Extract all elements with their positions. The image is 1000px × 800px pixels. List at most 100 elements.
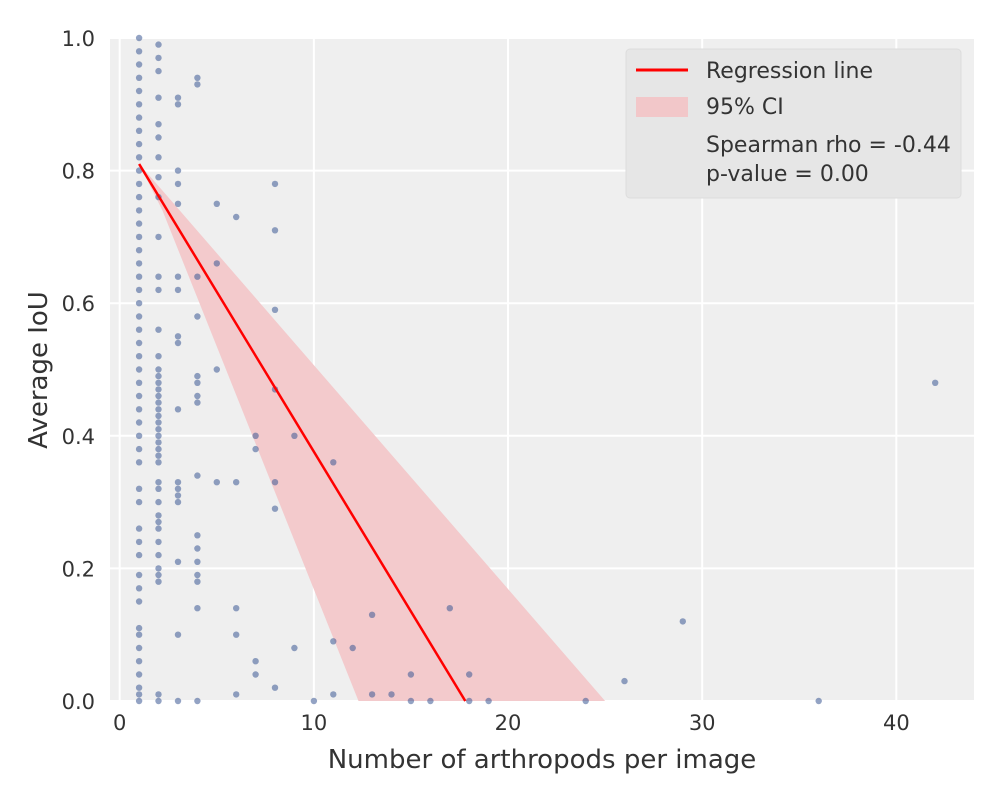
- data-point: [466, 697, 473, 705]
- data-point: [155, 54, 162, 62]
- data-point: [135, 459, 143, 466]
- data-point: [155, 174, 162, 181]
- data-point: [174, 286, 182, 294]
- data-point: [155, 551, 162, 559]
- confidence-band-layer: [139, 164, 606, 701]
- data-point: [291, 644, 298, 652]
- data-point: [155, 233, 162, 241]
- data-point: [135, 233, 143, 241]
- data-point: [174, 167, 182, 174]
- data-point: [174, 94, 182, 101]
- data-point: [155, 538, 162, 546]
- data-point: [155, 439, 162, 446]
- data-point: [135, 379, 143, 386]
- data-point: [233, 605, 240, 612]
- data-point: [135, 207, 143, 214]
- data-point: [135, 74, 143, 82]
- data-point: [135, 485, 143, 492]
- data-point: [330, 459, 337, 466]
- data-point: [135, 114, 143, 121]
- data-point: [135, 691, 143, 698]
- data-point: [135, 498, 143, 506]
- data-point: [135, 273, 143, 280]
- data-point: [135, 300, 143, 307]
- data-point: [271, 505, 279, 512]
- data-point: [213, 479, 220, 486]
- data-point: [213, 366, 220, 373]
- data-point: [135, 644, 143, 652]
- legend-label-regression: Regression line: [706, 59, 873, 84]
- data-point: [446, 605, 453, 612]
- data-point: [155, 479, 162, 486]
- data-point: [485, 697, 492, 705]
- data-point: [174, 558, 182, 565]
- data-point: [135, 353, 143, 360]
- legend-label-ci: 95% CI: [706, 95, 784, 120]
- data-point: [155, 691, 162, 698]
- data-point: [174, 697, 182, 705]
- data-point: [155, 134, 162, 141]
- data-point: [155, 412, 162, 420]
- data-point: [135, 326, 143, 333]
- data-point: [135, 392, 143, 400]
- data-point: [194, 558, 201, 565]
- data-point: [174, 180, 182, 188]
- data-point: [271, 306, 279, 313]
- data-point: [155, 399, 162, 406]
- data-point: [135, 432, 143, 439]
- data-point: [135, 167, 143, 174]
- data-point: [174, 479, 182, 486]
- x-tick-label: 10: [300, 711, 327, 735]
- data-point: [155, 565, 162, 572]
- y-tick-label: 0.4: [62, 425, 95, 449]
- data-point: [174, 485, 182, 492]
- data-point: [135, 61, 143, 68]
- data-point: [621, 677, 628, 685]
- regression-line: [138, 163, 467, 702]
- data-point: [233, 631, 240, 638]
- data-point: [427, 697, 434, 705]
- data-point: [213, 200, 220, 207]
- data-point: [194, 605, 201, 612]
- y-tick-label: 1.0: [62, 27, 95, 51]
- data-point: [135, 538, 143, 546]
- y-tick-labels: 0.0 0.2 0.4 0.6 0.8 1.0: [62, 27, 95, 714]
- x-tick-labels: 0 10 20 30 40: [113, 711, 910, 735]
- data-point: [174, 101, 182, 108]
- data-point: [135, 34, 143, 42]
- data-point: [155, 571, 162, 579]
- legend-label-pvalue: p-value = 0.00: [706, 162, 869, 187]
- data-point: [252, 445, 259, 453]
- x-tick-label: 30: [689, 711, 716, 735]
- data-point: [330, 691, 337, 698]
- data-point: [174, 339, 182, 347]
- x-tick-label: 0: [113, 711, 126, 735]
- data-point: [252, 432, 259, 439]
- data-point: [155, 406, 162, 413]
- data-point: [155, 518, 162, 526]
- data-point: [135, 180, 143, 188]
- data-point: [155, 121, 162, 128]
- legend-ci-swatch: [636, 97, 688, 117]
- data-point: [291, 432, 298, 439]
- data-point: [174, 631, 182, 638]
- data-point: [135, 525, 143, 532]
- data-point: [135, 631, 143, 638]
- data-point: [368, 611, 376, 618]
- data-point: [271, 479, 279, 486]
- data-point: [155, 286, 162, 294]
- data-point: [407, 697, 415, 705]
- data-point: [135, 193, 143, 201]
- data-point: [135, 419, 143, 426]
- data-point: [932, 379, 939, 386]
- data-point: [155, 459, 162, 466]
- data-point: [135, 551, 143, 559]
- data-point: [194, 532, 201, 539]
- data-point: [252, 658, 259, 665]
- data-point: [194, 399, 201, 406]
- data-point: [135, 220, 143, 227]
- data-point: [155, 94, 162, 101]
- data-point: [135, 140, 143, 148]
- data-point: [155, 366, 162, 373]
- data-point: [194, 379, 201, 386]
